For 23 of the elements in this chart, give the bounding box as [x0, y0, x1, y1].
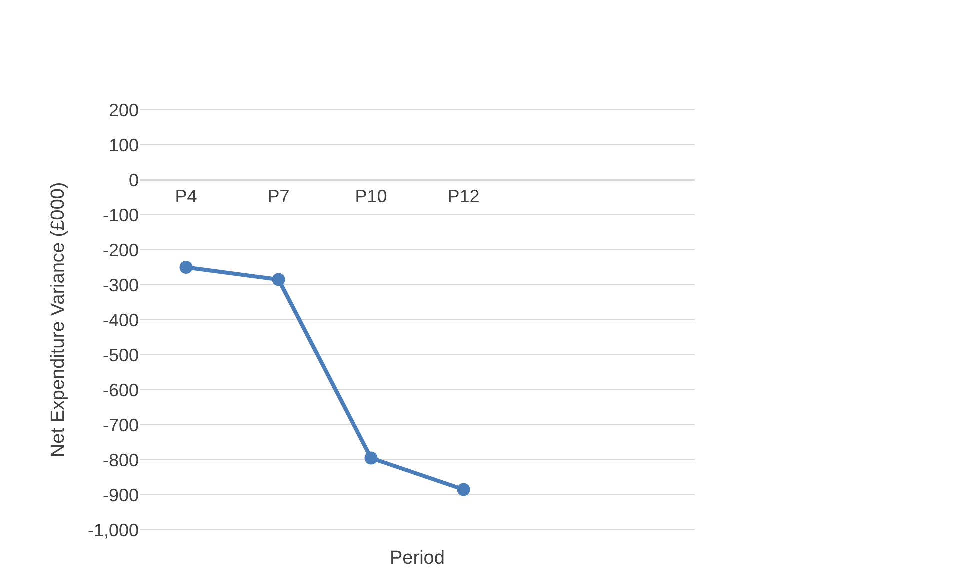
point	[457, 483, 470, 496]
y-tick-label: -300	[102, 275, 139, 296]
y-axis-title: Net Expenditure Variance (£000)	[48, 182, 69, 458]
x-tick-label: P7	[268, 186, 290, 207]
x-tick-label: P4	[175, 186, 198, 207]
y-tick-label: -900	[102, 485, 139, 506]
x-tick-label: P10	[355, 186, 388, 207]
x-axis-title: Period	[390, 548, 445, 569]
y-tick-label: -800	[102, 450, 139, 470]
y-tick-label: -700	[102, 415, 139, 436]
y-tick-label: -400	[102, 310, 139, 330]
y-tick-label: -100	[102, 205, 139, 226]
y-tick-label: -1,000	[88, 520, 139, 540]
y-tick-label: -500	[102, 345, 139, 366]
point	[180, 261, 193, 274]
point	[272, 273, 286, 286]
y-tick-label: 200	[108, 100, 139, 120]
point	[364, 452, 378, 465]
y-tick-label: 100	[108, 135, 139, 156]
x-tick-label: P12	[448, 186, 480, 207]
y-tick-label: -600	[102, 380, 139, 400]
y-tick-label: -200	[102, 240, 139, 260]
y-tick-label: 0	[128, 170, 139, 190]
